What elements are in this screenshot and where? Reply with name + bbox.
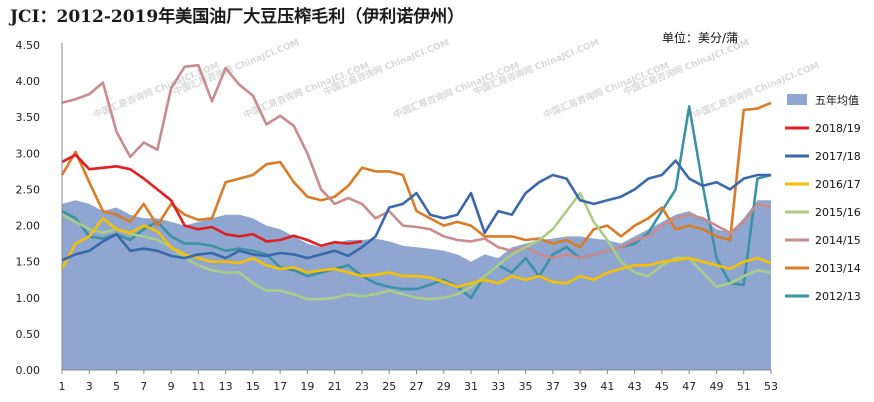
legend-label: 五年均值	[815, 93, 859, 107]
legend-label: 2016/17	[815, 178, 861, 191]
legend-label: 2013/14	[815, 262, 861, 275]
x-tick-label: 19	[300, 380, 314, 393]
y-tick-label: 3.50	[16, 111, 41, 124]
legend-label: 2014/15	[815, 234, 861, 247]
x-tick-label: 15	[246, 380, 260, 393]
y-axis: 0.00 0.50 1.00 1.50 2.00 2.50 3.00 3.50 4.00 4.50	[16, 39, 63, 377]
series-line-2018-19	[61, 153, 363, 248]
x-tick-label: 21	[328, 380, 342, 393]
x-tick-label: 29	[437, 380, 451, 393]
legend-label: 2017/18	[815, 150, 861, 163]
y-tick-label: 0.00	[16, 364, 41, 377]
chart-title: JCI：2012-2019年美国油厂大豆压榨毛利（伊利诺伊州）	[8, 6, 464, 27]
watermark-text: 中国汇易咨询网 ChinaJCI.COM	[392, 59, 521, 121]
x-tick-label: 51	[737, 380, 751, 393]
y-tick-label: 1.50	[16, 256, 41, 269]
x-axis: 1 3 5 7 9 11 13 15 17 19 21 23 25 27 29 31 33 35 37 39 41 43 4…	[59, 369, 778, 393]
x-tick-label: 13	[219, 380, 233, 393]
series-line-2014-15	[61, 63, 772, 260]
y-tick-label: 3.00	[16, 147, 41, 160]
x-tick-label: 35	[519, 380, 533, 393]
x-tick-label: 5	[113, 380, 120, 393]
x-tick-label: 45	[655, 380, 669, 393]
watermark-text: 中国汇易咨询网 ChinaJCI.COM	[542, 59, 671, 121]
x-tick-label: 17	[273, 380, 287, 393]
x-tick-label: 43	[628, 380, 642, 393]
y-tick-label: 0.50	[16, 328, 41, 341]
y-tick-label: 2.50	[16, 183, 41, 196]
x-tick-label: 9	[168, 380, 175, 393]
x-tick-label: 3	[86, 380, 93, 393]
series-line-2013-14	[60, 101, 772, 249]
legend-label: 2018/19	[815, 122, 861, 135]
x-tick-label: 11	[191, 380, 205, 393]
y-tick-label: 4.00	[16, 75, 41, 88]
x-tick-label: 25	[382, 380, 396, 393]
x-tick-label: 23	[355, 380, 369, 393]
watermark-text: 中国汇易咨询网 ChinaJCI.COM	[472, 36, 601, 98]
series-line-2015-16	[61, 191, 772, 301]
unit-label: 单位：美分/蒲	[662, 30, 738, 45]
x-tick-label: 37	[546, 380, 560, 393]
x-tick-label: 53	[764, 380, 778, 393]
watermark-text: 中国汇易咨询网 ChinaJCI.COM	[692, 59, 821, 121]
x-tick-label: 49	[709, 380, 723, 393]
x-tick-label: 41	[600, 380, 614, 393]
legend-label: 2015/16	[815, 206, 861, 219]
series-line-2012-13	[61, 105, 772, 300]
x-tick-label: 27	[410, 380, 424, 393]
series-line-2016-17	[60, 217, 772, 289]
watermark-text: 中国汇易咨询网 ChinaJCI.COM	[622, 36, 751, 98]
legend: 五年均值 2018/19 2017/18 2016/17 2015/16 2014/15 2…	[785, 93, 861, 303]
y-tick-label: 4.50	[16, 39, 41, 52]
x-tick-label: 7	[140, 380, 147, 393]
y-tick-label: 1.00	[16, 292, 41, 305]
y-tick-label: 2.00	[16, 220, 41, 233]
x-tick-label: 39	[573, 380, 587, 393]
plot-area	[60, 63, 772, 370]
x-tick-label: 1	[59, 380, 66, 393]
legend-label: 2012/13	[815, 290, 861, 303]
legend-swatch	[787, 94, 807, 105]
series-line-2017-18	[61, 159, 771, 262]
x-tick-label: 31	[464, 380, 478, 393]
x-tick-label: 47	[682, 380, 696, 393]
watermark-text: 中国汇易咨询网 ChinaJCI.COM	[322, 36, 451, 98]
watermark-layer: 中国汇易咨询网 ChinaJCI.COM 中国汇易咨询网 ChinaJCI.COM…	[92, 36, 821, 121]
x-tick-label: 33	[491, 380, 505, 393]
series-area-five-year-avg	[62, 200, 771, 370]
